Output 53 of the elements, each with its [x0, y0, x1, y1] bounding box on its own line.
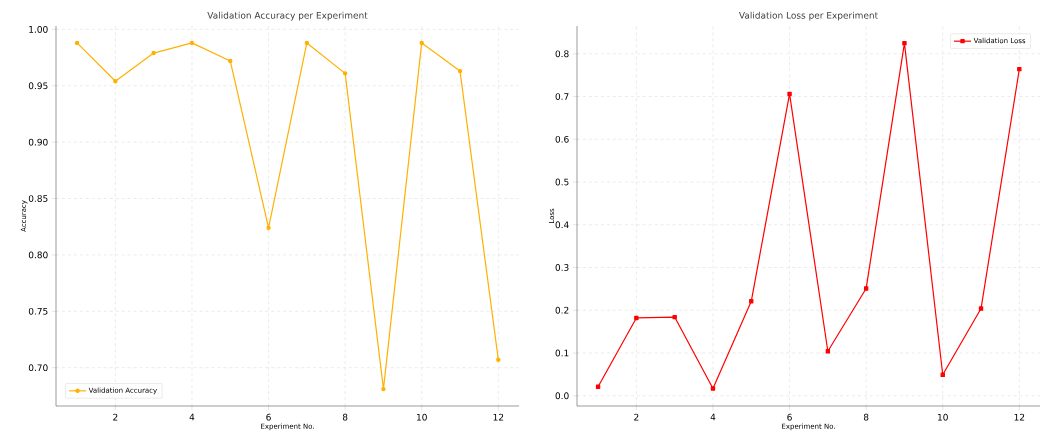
point [749, 299, 754, 304]
x-tick-label: 4 [189, 413, 195, 421]
chart-title: Validation Accuracy per Experiment [207, 11, 368, 21]
x-tick-label: 2 [634, 413, 639, 421]
y-tick-label: 0.2 [555, 306, 569, 314]
y-tick-label: 0.85 [28, 195, 48, 202]
point [457, 68, 463, 74]
x-tick-label: 12 [1014, 413, 1025, 421]
point [113, 79, 118, 84]
y-tick-label: 0.8 [555, 50, 569, 58]
point [189, 40, 195, 46]
point [266, 225, 271, 231]
y-tick-label: 0.1 [555, 349, 569, 357]
point [419, 40, 424, 46]
point [672, 314, 677, 320]
y-tick-label: 0.80 [28, 251, 48, 259]
y-tick-label: 0.7 [555, 93, 569, 100]
y-tick-label: 0.5 [555, 178, 569, 186]
y-tick-label: 0.95 [28, 82, 48, 90]
y-tick-label: 1.00 [29, 25, 48, 33]
y-tick-label: 0.0 [555, 392, 569, 400]
point [228, 58, 233, 64]
x-tick-label: 8 [342, 413, 348, 421]
point [1017, 66, 1022, 72]
x-tick-label: 10 [938, 413, 948, 421]
point [381, 386, 386, 392]
y-tick-label: 0.6 [555, 135, 569, 143]
point [634, 315, 639, 321]
x-tick-label: 10 [417, 413, 427, 421]
chart-title: Validation Loss per Experiment [738, 11, 878, 21]
y-tick-label: 0.75 [28, 307, 48, 315]
x-tick-label: 4 [710, 413, 716, 421]
x-tick-label: 6 [787, 413, 792, 421]
point [978, 306, 984, 311]
x-tick-label: 8 [863, 413, 869, 421]
point [74, 40, 80, 46]
x-tick-label: 12 [493, 413, 504, 421]
point [825, 349, 831, 354]
point [787, 91, 792, 97]
y-tick-label: 0.90 [28, 138, 48, 146]
x-tick-label: 6 [266, 413, 271, 421]
point [342, 71, 348, 76]
x-tick-label: 2 [113, 413, 118, 421]
point [151, 50, 156, 56]
point [863, 286, 869, 291]
point [496, 357, 501, 362]
y-tick-label: 0.70 [28, 364, 48, 372]
point [902, 40, 907, 46]
y-tick-label: 0.3 [555, 264, 569, 271]
point [304, 40, 310, 46]
point [940, 372, 945, 377]
y-tick-label: 0.4 [555, 221, 569, 229]
point [710, 386, 716, 391]
